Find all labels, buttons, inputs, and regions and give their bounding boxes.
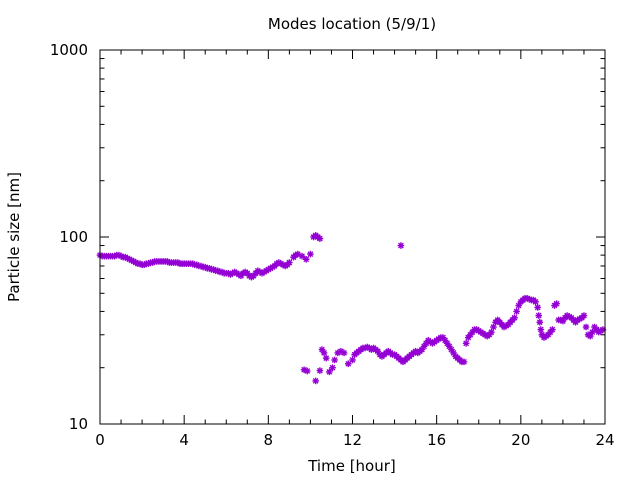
data-point (340, 349, 348, 357)
data-point (420, 343, 428, 350)
y-tick-label: 1000 (50, 41, 88, 59)
y-axis-label: Particle size [nm] (5, 172, 23, 302)
data-point (397, 242, 405, 249)
x-tick-label: 4 (179, 431, 189, 449)
y-tick-label: 10 (69, 415, 88, 433)
data-point (534, 304, 541, 311)
data-point (331, 356, 338, 364)
data-point (460, 358, 468, 366)
data-point (537, 326, 545, 333)
data-point (312, 377, 319, 385)
chart-title: Modes location (5/9/1) (268, 15, 436, 33)
data-point (462, 340, 470, 347)
data-point (329, 364, 336, 372)
data-point (580, 312, 588, 319)
data-point (553, 300, 560, 307)
data-point (582, 323, 590, 331)
data-point (549, 326, 556, 333)
data-point (302, 255, 310, 263)
data-point (349, 356, 356, 364)
x-axis-label: Time [hour] (307, 457, 396, 475)
data-points (96, 232, 607, 385)
data-point (488, 328, 495, 336)
data-point (536, 318, 544, 326)
data-point (532, 298, 539, 306)
data-point (303, 367, 311, 375)
data-point (286, 259, 293, 266)
data-point (513, 308, 520, 315)
data-point (322, 354, 330, 362)
x-tick-label: 16 (427, 431, 446, 449)
data-point (320, 349, 328, 357)
data-point (307, 250, 314, 258)
data-point (511, 314, 518, 322)
data-point (589, 328, 596, 336)
x-tick-label: 24 (595, 431, 614, 449)
data-point (316, 367, 324, 374)
data-point (445, 343, 453, 350)
y-tick-label: 100 (59, 228, 88, 246)
axis-tick-labels: 0 4 8 12 16 20 24 10 100 1000 (50, 41, 615, 449)
x-tick-label: 12 (343, 431, 362, 449)
x-tick-label: 0 (95, 431, 105, 449)
data-point (326, 368, 333, 376)
data-point (535, 312, 543, 319)
axis-ticks (99, 49, 606, 425)
plot-frame (99, 49, 606, 425)
data-point (298, 252, 306, 260)
x-tick-label: 20 (511, 431, 530, 449)
data-point (316, 235, 324, 242)
x-tick-label: 8 (264, 431, 274, 449)
